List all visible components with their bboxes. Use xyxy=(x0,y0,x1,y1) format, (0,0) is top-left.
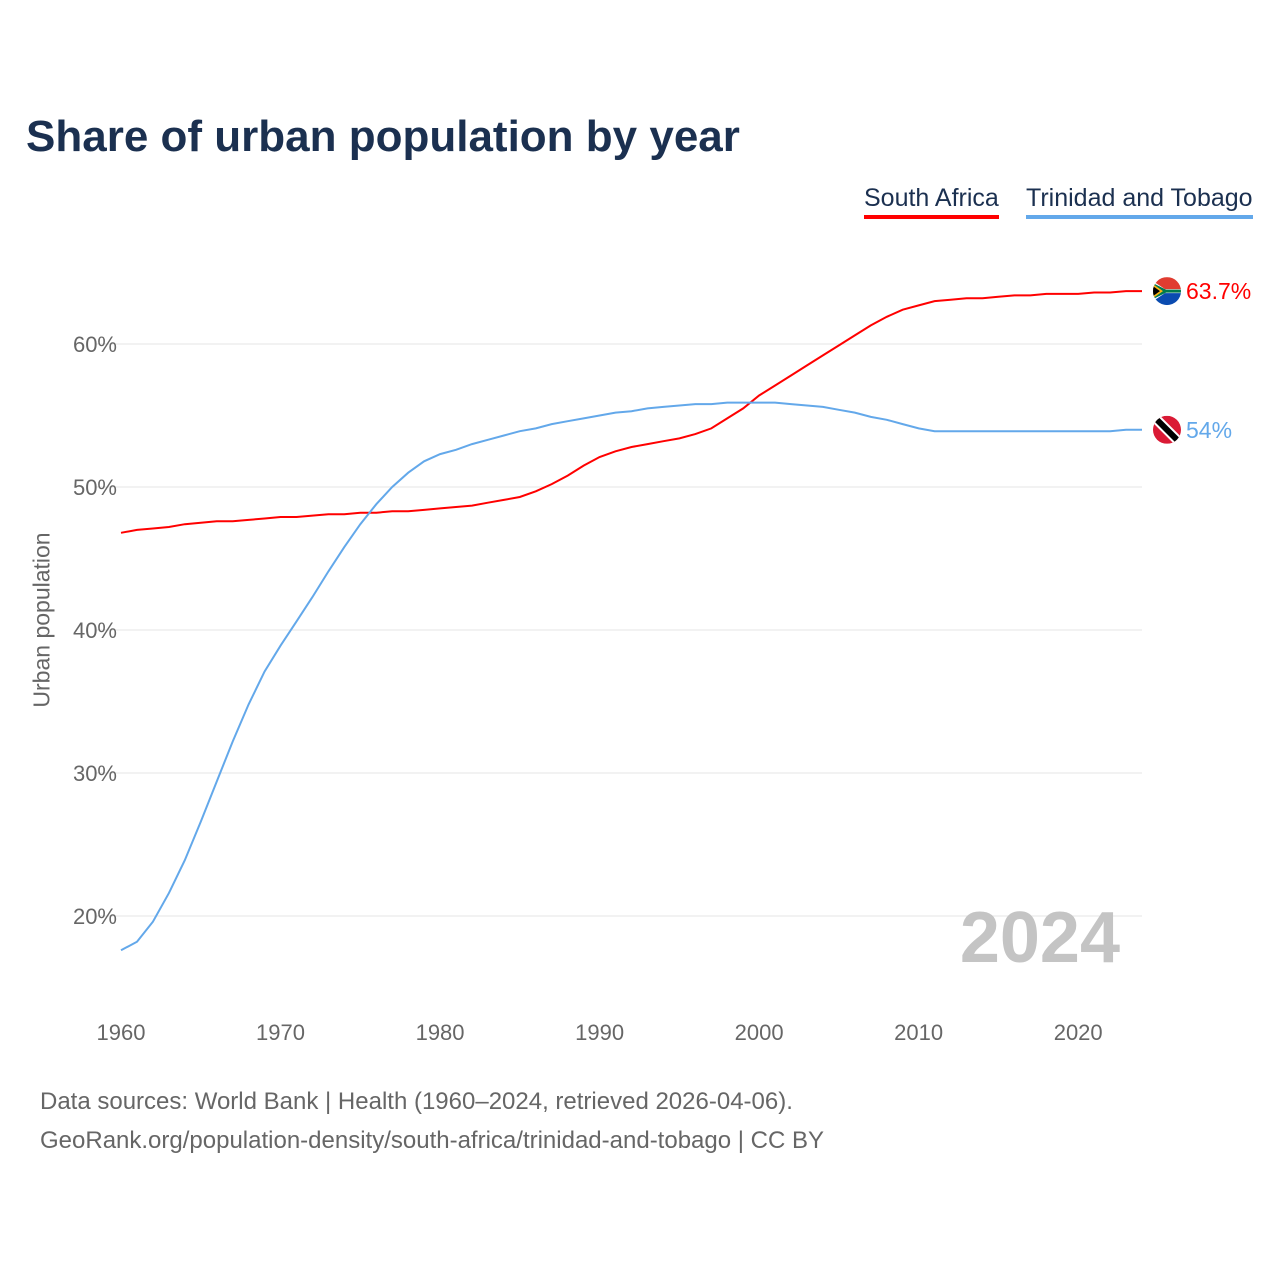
flag-green xyxy=(1153,283,1181,300)
data-sources: Data sources: World Bank | Health (1960–… xyxy=(40,1088,793,1115)
y-tick-label: 30% xyxy=(73,761,117,786)
x-tick-labels: 1960 1970 1980 1990 2000 2010 2020 xyxy=(97,1020,1103,1045)
x-tick-label: 2020 xyxy=(1054,1020,1103,1045)
end-labels: 63.7% 54% xyxy=(1153,277,1251,444)
series-line-south-africa xyxy=(120,290,1142,534)
y-tick-label: 60% xyxy=(73,332,117,357)
x-tick-label: 1980 xyxy=(416,1020,465,1045)
legend-south-africa[interactable]: South Africa xyxy=(864,184,999,219)
grid-lines xyxy=(95,343,1142,917)
series-line-trinidad-and-tobago xyxy=(120,401,1142,952)
flag-black xyxy=(1153,286,1160,297)
source-url[interactable]: GeoRank.org/population-density/south-afr… xyxy=(40,1127,825,1154)
chart-title: Share of urban population by year xyxy=(26,112,740,161)
south-africa-flag-icon xyxy=(1153,277,1181,306)
x-tick-label: 2010 xyxy=(894,1020,943,1045)
end-value-label: 63.7% xyxy=(1186,278,1251,304)
x-tick-label: 1970 xyxy=(256,1020,305,1045)
x-tick-label: 1990 xyxy=(575,1020,624,1045)
x-tick-label: 2000 xyxy=(735,1020,784,1045)
end-marker-south-africa: 63.7% xyxy=(1153,277,1251,306)
end-value-label: 54% xyxy=(1186,417,1232,443)
x-tick-label: 1960 xyxy=(97,1020,146,1045)
legend-trinidad-and-tobago[interactable]: Trinidad and Tobago xyxy=(1026,184,1253,219)
series-lines xyxy=(120,290,1142,952)
trinidad-and-tobago-flag-icon xyxy=(1153,415,1181,444)
y-tick-label: 40% xyxy=(73,618,117,643)
y-tick-label: 50% xyxy=(73,475,117,500)
y-tick-label: 20% xyxy=(73,904,117,929)
flag-black xyxy=(1153,415,1181,444)
year-watermark: 2024 xyxy=(960,898,1120,978)
y-tick-labels: 20% 30% 40% 50% 60% xyxy=(73,332,117,929)
end-marker-trinidad-and-tobago: 54% xyxy=(1153,415,1232,444)
